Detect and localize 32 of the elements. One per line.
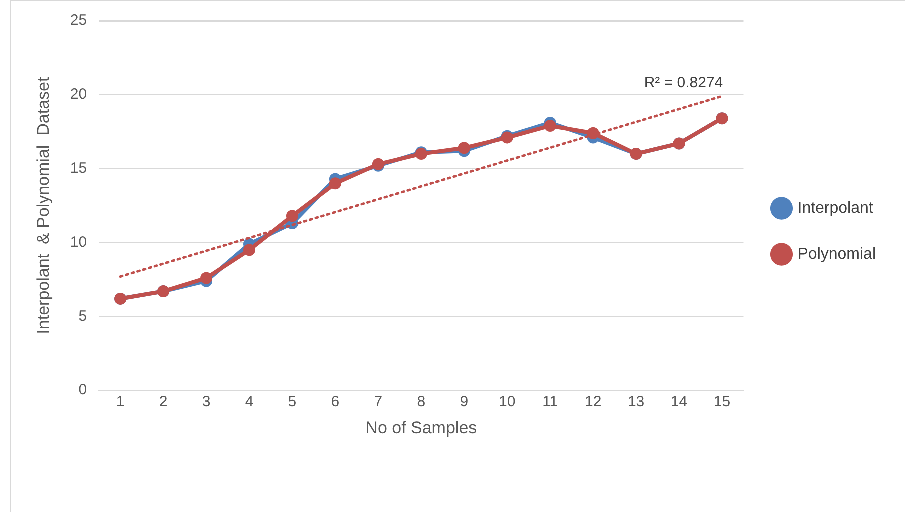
- x-tick-label: 11: [542, 394, 558, 411]
- x-tick-label: 2: [159, 394, 168, 411]
- x-tick-label: 15: [714, 394, 731, 411]
- point: [200, 272, 213, 284]
- y-tick-label: 5: [78, 308, 88, 325]
- x-tick-label: 4: [245, 394, 254, 411]
- x-tick-label: 14: [670, 394, 688, 411]
- legend-label: Polynomial: [798, 246, 876, 263]
- y-tick-label: 15: [70, 160, 88, 177]
- x-tick-label: 6: [331, 394, 340, 411]
- x-tick-label: 5: [288, 394, 297, 411]
- point: [244, 244, 256, 256]
- x-tick-label: 3: [202, 394, 211, 411]
- x-tick-label: 8: [417, 394, 426, 411]
- legend-label: Interpolant: [798, 200, 874, 217]
- point: [544, 120, 556, 132]
- x-tick-label: 10: [499, 394, 516, 411]
- x-axis-title: No of Samples: [366, 418, 478, 438]
- x-tick-label: 1: [116, 394, 125, 411]
- x-tick-label: 7: [374, 394, 383, 411]
- x-tick-label: 12: [584, 394, 602, 411]
- y-axis-title: Interpolant & Polynomial Dataset: [34, 77, 53, 334]
- y-tick-label: 10: [70, 234, 88, 251]
- point: [329, 178, 342, 190]
- point: [286, 210, 298, 222]
- x-tick-label: 13: [628, 394, 645, 411]
- y-tick-label: 25: [70, 12, 88, 30]
- x-tick-label: 9: [460, 394, 469, 411]
- y-tick-label: 0: [78, 382, 88, 399]
- y-tick-label: 20: [70, 86, 88, 104]
- annotation: R² = 0.8274: [644, 74, 724, 92]
- point: [458, 142, 470, 154]
